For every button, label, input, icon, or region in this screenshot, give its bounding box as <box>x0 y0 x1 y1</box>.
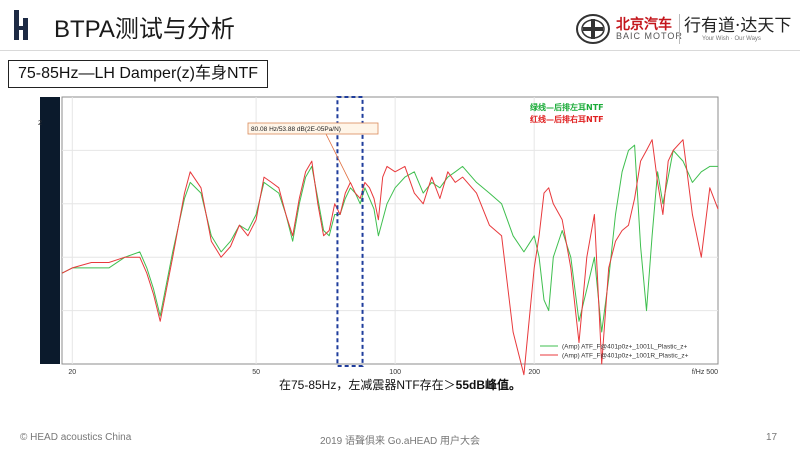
series-line-right-ear <box>61 139 719 376</box>
brand-subname: BAIC MOTOR <box>616 31 683 41</box>
caption-text: 在75-85Hz，左减震器NTF存在＞ <box>278 378 456 392</box>
brand-block: 北京汽车 BAIC MOTOR 行有道·达天下 Your Wish · Our … <box>576 12 796 52</box>
ntf-chart-svg: 20 50 100 200 f/Hz 500 2 80.08 Hz/53.88 dB(2E-… <box>38 96 719 376</box>
plot-frame <box>61 96 719 365</box>
series-line-left-ear <box>61 144 718 333</box>
baic-emblem-icon <box>576 14 610 44</box>
section-subtitle: 75-85Hz—LH Damper(z)车身NTF <box>8 60 269 88</box>
header-legend-label: 绿线—后排左耳NTF <box>530 102 604 112</box>
x-tick-label: 100 <box>389 369 401 376</box>
chart-caption: 在75-85Hz，左减震器NTF存在＞55dB峰值。 <box>0 376 800 393</box>
y-tick-label: 2 <box>38 120 42 127</box>
brand-name: 北京汽车 <box>616 16 672 32</box>
brand-slogan: 行有道·达天下 <box>684 16 792 36</box>
x-tick-label: 200 <box>528 369 540 376</box>
plot-left-bar <box>40 97 60 364</box>
presentation-logo-icon <box>14 10 36 40</box>
caption-emphasis: 55dB峰值。 <box>455 378 522 392</box>
brand-slogan-english: Your Wish · Our Ways <box>702 36 761 42</box>
header-divider <box>0 50 800 51</box>
header-legend-label: 红线—后排右耳NTF <box>530 114 604 124</box>
ntf-chart: 20 50 100 200 f/Hz 500 2 80.08 Hz/53.88 dB(2E-… <box>0 94 800 386</box>
annotation-box <box>247 122 379 135</box>
x-axis-unit-label: f/Hz 500 <box>692 369 718 376</box>
annotation-leader <box>325 133 351 184</box>
legend-label: (Amp) ATF_F@401p0z+_1001L_Plastic_z+ <box>562 344 688 351</box>
footer-copyright: © HEAD acoustics China <box>20 432 132 443</box>
annotation-label: 80.08 Hz/53.88 dB(2E-05Pa/N) <box>251 126 341 133</box>
page-number: 17 <box>766 432 778 443</box>
legend-label: (Amp) ATF_F@401p0z+_1001R_Plastic_z+ <box>562 353 689 360</box>
x-tick-label: 50 <box>252 369 260 376</box>
x-tick-label: 20 <box>68 369 76 376</box>
brand-divider <box>679 14 680 44</box>
slide-title: BTPA测试与分析 <box>54 16 235 43</box>
footer-event: 2019 语聲俱来 Go.aHEAD 用户大会 <box>319 436 481 447</box>
